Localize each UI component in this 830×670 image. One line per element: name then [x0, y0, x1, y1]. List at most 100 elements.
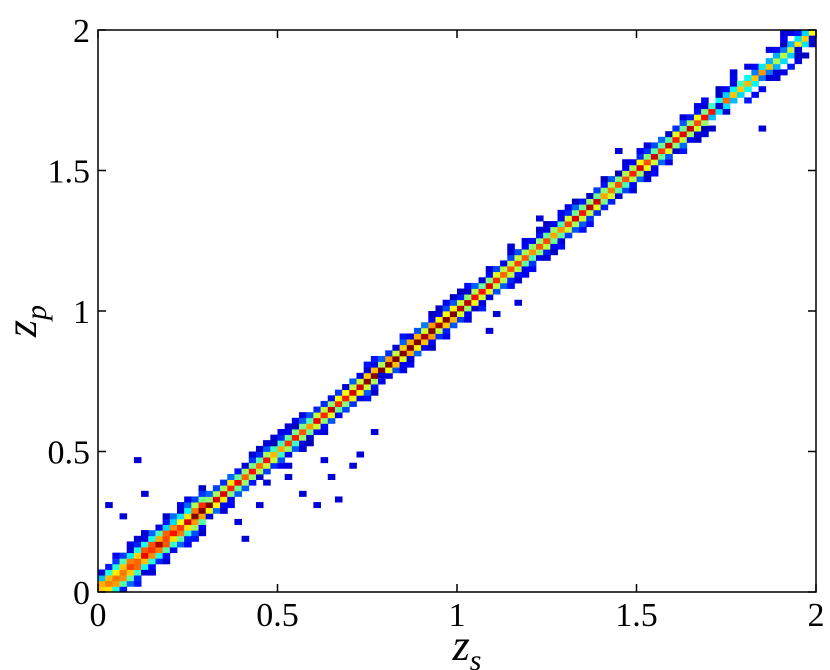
- density-bin: [758, 86, 767, 93]
- density-bin: [421, 333, 429, 340]
- density-bin: [176, 518, 185, 525]
- density-bin: [184, 513, 192, 520]
- density-bin: [693, 108, 702, 115]
- density-bin: [349, 400, 357, 407]
- density-bin: [155, 552, 164, 559]
- density-bin: [442, 322, 451, 329]
- density-bin: [535, 226, 544, 233]
- density-bin: [665, 148, 673, 155]
- density-bin: [500, 282, 508, 289]
- density-bin: [600, 198, 609, 205]
- density-bin: [385, 372, 393, 379]
- density-bin: [220, 479, 228, 486]
- density-bin: [607, 181, 616, 188]
- density-bin: [500, 277, 508, 284]
- density-bin: [413, 339, 422, 346]
- density-bin: [600, 204, 609, 211]
- density-bin: [198, 485, 207, 492]
- density-bin: [636, 164, 645, 171]
- density-bin: [701, 114, 709, 121]
- density-bin: [291, 429, 300, 436]
- density-bin: [686, 114, 695, 121]
- density-bin: [543, 232, 551, 239]
- density-bin: [169, 541, 178, 548]
- density-bin: [205, 507, 214, 514]
- density-bin: [313, 502, 321, 509]
- density-bin: [622, 176, 630, 183]
- density-bin: [342, 389, 350, 396]
- density-bin: [772, 74, 781, 81]
- density-bin: [263, 462, 271, 469]
- density-bin: [528, 249, 537, 256]
- density-bin: [521, 254, 530, 261]
- density-bin: [492, 282, 501, 289]
- density-bin: [413, 333, 422, 340]
- density-bin: [98, 575, 106, 582]
- density-bin: [112, 558, 120, 565]
- density-bin: [686, 125, 695, 132]
- density-bin: [112, 569, 120, 576]
- density-bin: [421, 339, 429, 346]
- density-bin: [148, 547, 156, 554]
- density-bin: [693, 103, 702, 110]
- density-bin: [162, 518, 171, 525]
- density-bin: [665, 142, 673, 149]
- density-bin: [133, 535, 142, 542]
- density-bin: [313, 412, 321, 419]
- density-bin: [492, 271, 501, 278]
- density-bin: [169, 547, 178, 554]
- density-bin: [155, 541, 164, 548]
- density-bin: [378, 355, 386, 362]
- density-bin: [155, 524, 164, 531]
- density-bin: [133, 580, 142, 587]
- density-bin: [794, 58, 803, 65]
- x-tick-label: 0.5: [256, 597, 299, 634]
- density-bin: [162, 535, 171, 542]
- density-bin: [191, 524, 199, 531]
- density-bin: [557, 226, 566, 233]
- density-bin: [543, 243, 551, 250]
- density-bin: [270, 440, 278, 447]
- density-bin: [176, 535, 185, 542]
- density-bin: [744, 63, 752, 70]
- density-bin: [535, 215, 544, 222]
- density-bin: [564, 204, 573, 211]
- density-bin: [492, 266, 501, 273]
- density-bin: [349, 395, 357, 402]
- density-bin: [586, 215, 594, 222]
- density-bin: [148, 530, 156, 537]
- density-bin: [787, 30, 795, 37]
- density-bin: [658, 153, 666, 160]
- density-bin: [679, 136, 688, 143]
- density-bin: [299, 445, 307, 452]
- density-bin: [399, 361, 408, 368]
- density-bin: [105, 575, 113, 582]
- density-bin: [787, 52, 795, 59]
- density-bin: [557, 209, 566, 216]
- density-bin: [614, 176, 623, 183]
- density-bin: [464, 311, 472, 318]
- density-bin: [629, 159, 637, 166]
- density-bin: [370, 378, 379, 385]
- density-bin: [744, 97, 752, 104]
- density-bin: [636, 159, 645, 166]
- density-bin: [751, 91, 759, 98]
- density-bin: [765, 69, 774, 76]
- density-bin: [535, 237, 544, 244]
- density-bin: [521, 266, 530, 273]
- density-bin: [370, 384, 379, 391]
- density-bin: [234, 473, 242, 480]
- density-bin: [399, 367, 408, 374]
- density-bin: [105, 502, 113, 509]
- y-tick-label: 0.5: [48, 435, 91, 472]
- density-bin: [184, 496, 192, 503]
- density-bin: [406, 339, 415, 346]
- y-axis-label: zp: [0, 305, 53, 338]
- density-bin: [349, 378, 357, 385]
- density-bin: [557, 215, 566, 222]
- density-bin: [334, 412, 343, 419]
- density-bin: [729, 91, 738, 98]
- density-bin: [291, 423, 300, 430]
- density-bin: [442, 299, 451, 306]
- density-bin: [313, 406, 321, 413]
